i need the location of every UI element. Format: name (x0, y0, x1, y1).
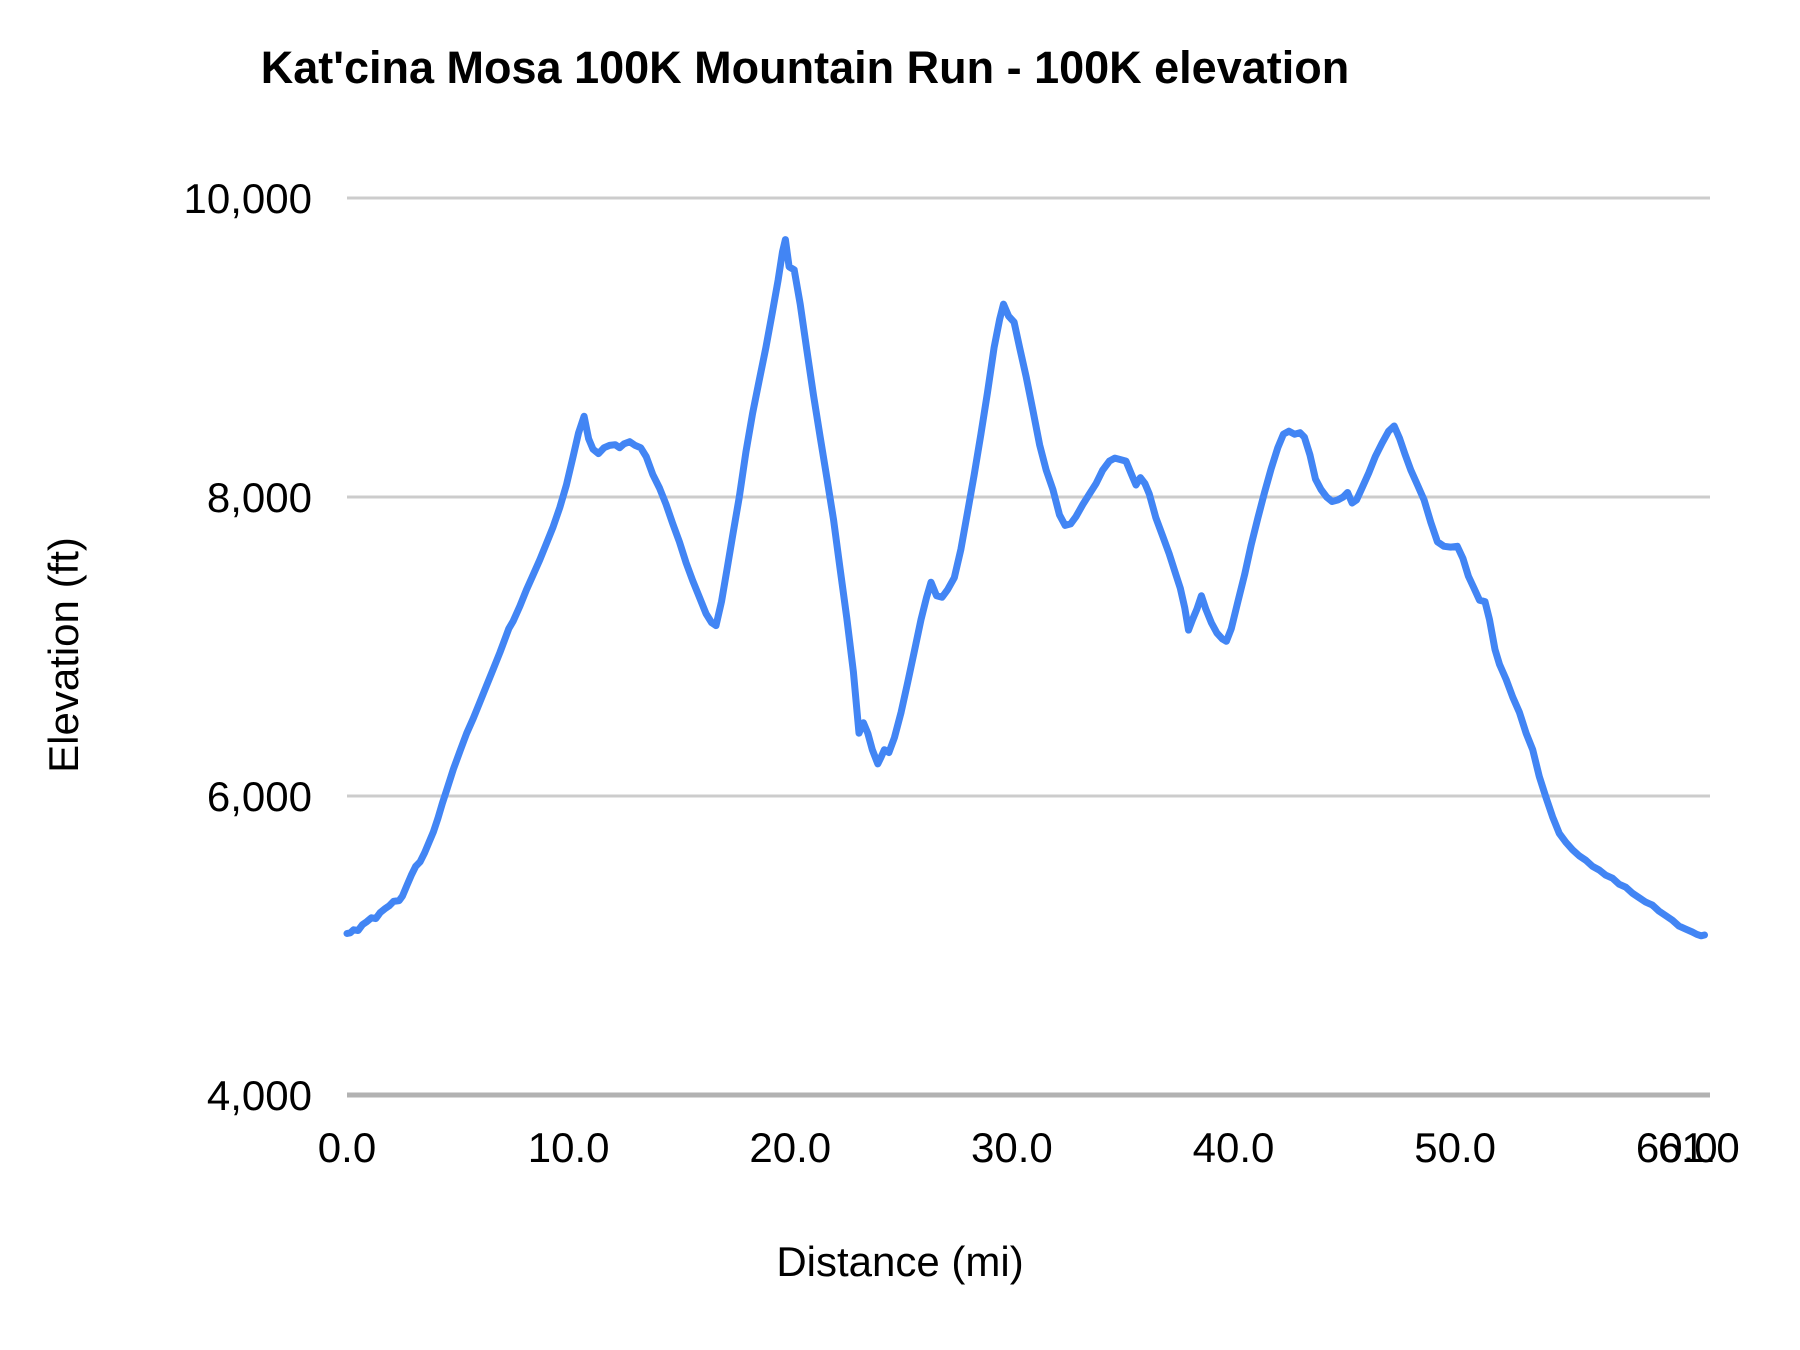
x-tick-label: 40.0 (1193, 1124, 1275, 1171)
elevation-profile-line (343, 236, 1708, 940)
x-tick-label: 0.0 (318, 1124, 376, 1171)
y-tick-label: 10,000 (184, 175, 312, 222)
y-tick-labels: 4,000 6,000 8,000 10,000 (184, 175, 312, 1119)
x-tick-label: 10.0 (528, 1124, 610, 1171)
y-tick-label: 8,000 (207, 474, 312, 521)
x-tick-label: 20.0 (749, 1124, 831, 1171)
x-tick-label: 60.0 (1636, 1124, 1718, 1171)
x-tick-label: 50.0 (1414, 1124, 1496, 1171)
y-tick-label: 6,000 (207, 773, 312, 820)
gridlines (347, 196, 1710, 1098)
x-axis-title: Distance (mi) (776, 1238, 1024, 1285)
elevation-series (343, 236, 1708, 940)
y-tick-label: 4,000 (207, 1072, 312, 1119)
x-tick-label: 61.0 (1658, 1124, 1740, 1171)
x-tick-labels: 0.0 10.0 20.0 30.0 40.0 50.0 60.061.0 (318, 1124, 1740, 1171)
chart-title: Kat'cina Mosa 100K Mountain Run - 100K e… (260, 42, 1350, 93)
x-tick-label: 30.0 (971, 1124, 1053, 1171)
